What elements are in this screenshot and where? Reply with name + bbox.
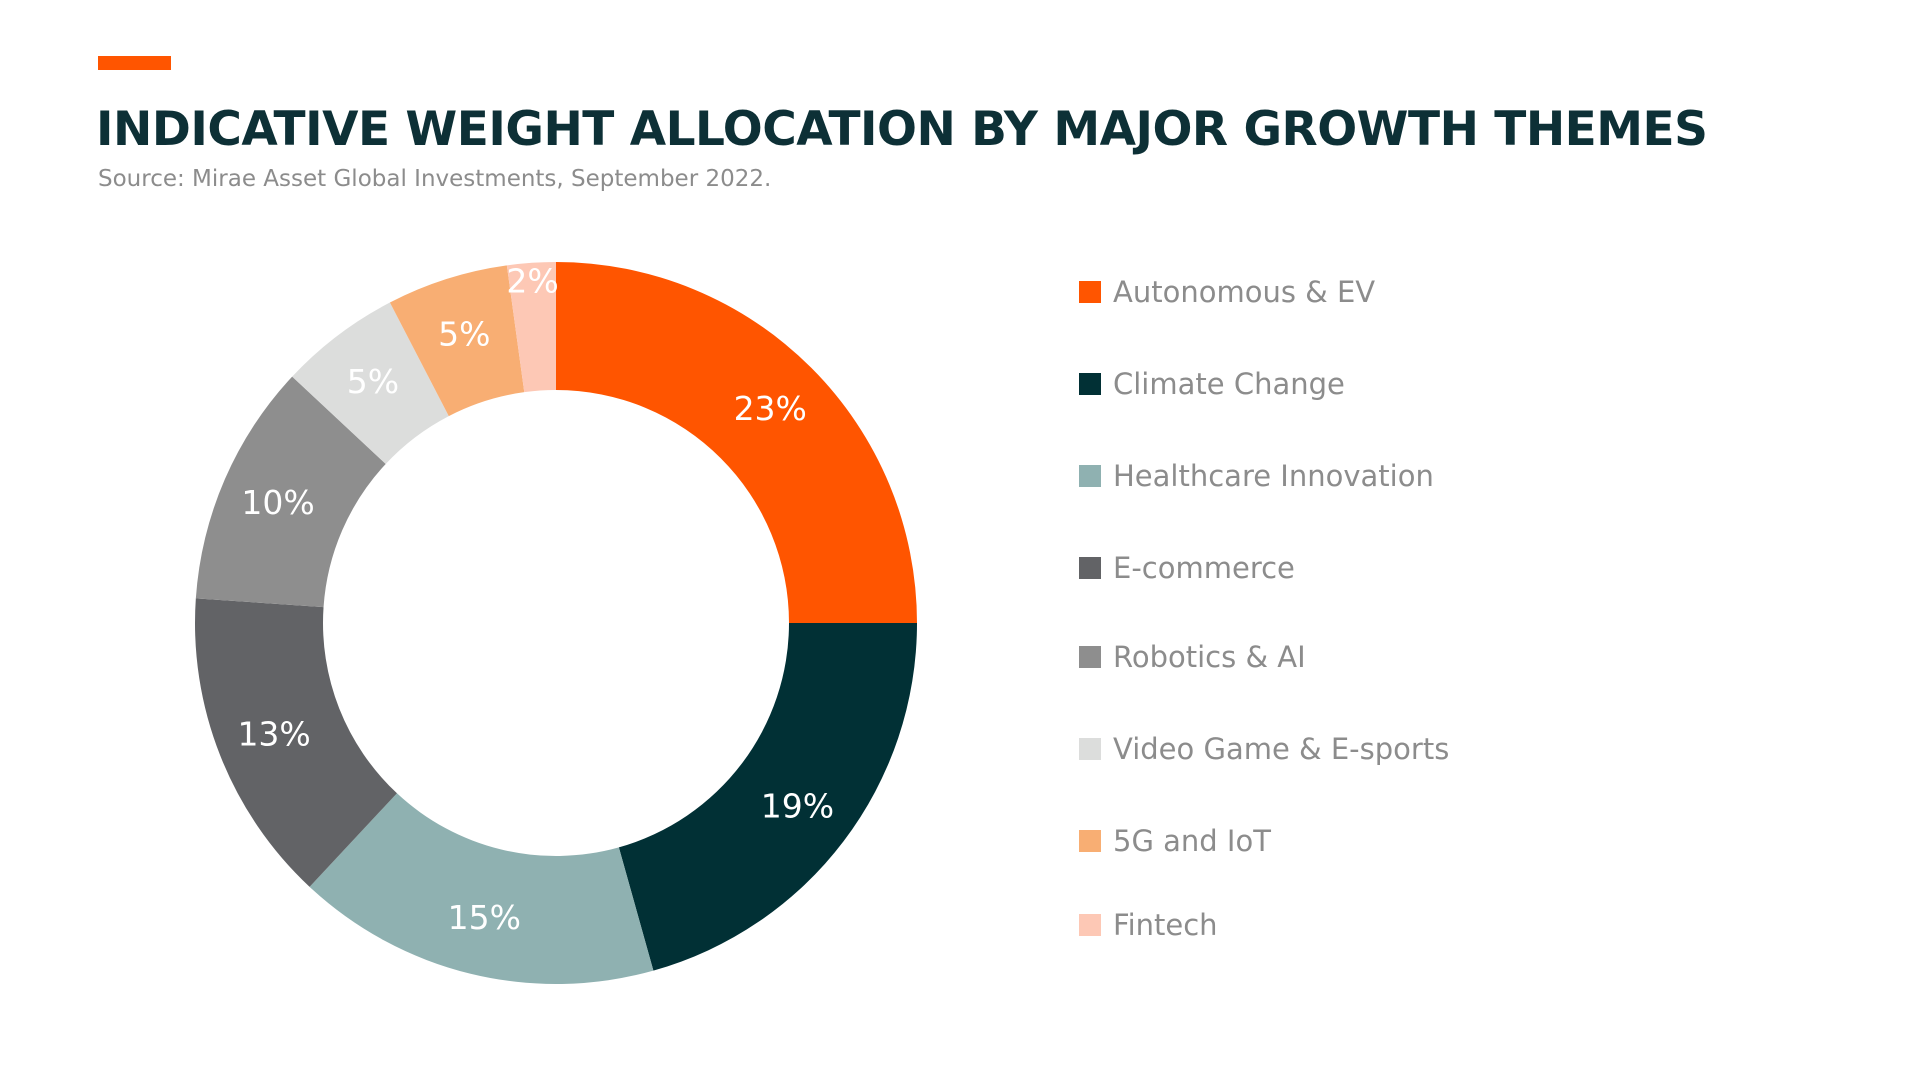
legend-label: 5G and IoT — [1113, 824, 1271, 858]
legend-item-climate-change: Climate Change — [1079, 364, 1345, 404]
chart-source: Source: Mirae Asset Global Investments, … — [98, 166, 772, 192]
legend-label: Fintech — [1113, 908, 1218, 942]
slice-fintech — [506, 262, 556, 393]
slice-climate-change — [618, 623, 917, 971]
legend-label: Autonomous & EV — [1113, 275, 1376, 309]
legend-item-healthcare-innovation: Healthcare Innovation — [1079, 456, 1434, 496]
legend-item-e-commerce: E-commerce — [1079, 548, 1295, 588]
legend-swatch — [1079, 914, 1101, 936]
legend-swatch — [1079, 465, 1101, 487]
legend-label: Video Game & E-sports — [1113, 732, 1450, 766]
slice-video-game-and-e-sports — [292, 302, 449, 464]
legend-swatch — [1079, 830, 1101, 852]
data-label-fintech: 2% — [506, 261, 558, 300]
chart-legend: Autonomous & EV Climate Change Healthcare … — [1079, 0, 1779, 1080]
legend-swatch — [1079, 738, 1101, 760]
legend-label: Climate Change — [1113, 367, 1345, 401]
legend-swatch — [1079, 557, 1101, 579]
data-label-autonomous-and-ev: 23% — [734, 389, 807, 428]
slice-autonomous-and-ev — [556, 262, 917, 623]
legend-item-autonomous-and-ev: Autonomous & EV — [1079, 272, 1375, 312]
data-label-climate-change: 19% — [761, 787, 834, 826]
data-label-robotics-and-ai: 10% — [241, 483, 314, 522]
slice-robotics-and-ai — [195, 376, 386, 608]
slice-healthcare-innovation — [309, 793, 654, 984]
data-label-5g-and-iot: 5% — [438, 315, 490, 354]
legend-item-fintech: Fintech — [1079, 905, 1218, 945]
data-label-e-commerce: 13% — [237, 715, 310, 754]
legend-label: Healthcare Innovation — [1113, 459, 1434, 493]
legend-swatch — [1079, 646, 1101, 668]
legend-swatch — [1079, 281, 1101, 303]
legend-label: Robotics & AI — [1113, 640, 1306, 674]
slice-e-commerce — [194, 598, 397, 887]
donut-chart: 23% 19% 15% 13% 10% 5% 5% 2% — [194, 261, 917, 984]
slice-5g-and-iot — [389, 265, 525, 417]
data-label-healthcare-innovation: 15% — [448, 898, 521, 937]
legend-label: E-commerce — [1113, 551, 1295, 585]
data-label-video-game-and-e-sports: 5% — [347, 362, 399, 401]
chart-title: INDICATIVE WEIGHT ALLOCATION BY MAJOR GR… — [96, 102, 1708, 157]
legend-item-robotics-and-ai: Robotics & AI — [1079, 637, 1306, 677]
legend-item-5g-and-iot: 5G and IoT — [1079, 821, 1271, 861]
accent-bar — [98, 56, 171, 70]
legend-item-video-game-and-e-sports: Video Game & E-sports — [1079, 729, 1449, 769]
legend-swatch — [1079, 373, 1101, 395]
